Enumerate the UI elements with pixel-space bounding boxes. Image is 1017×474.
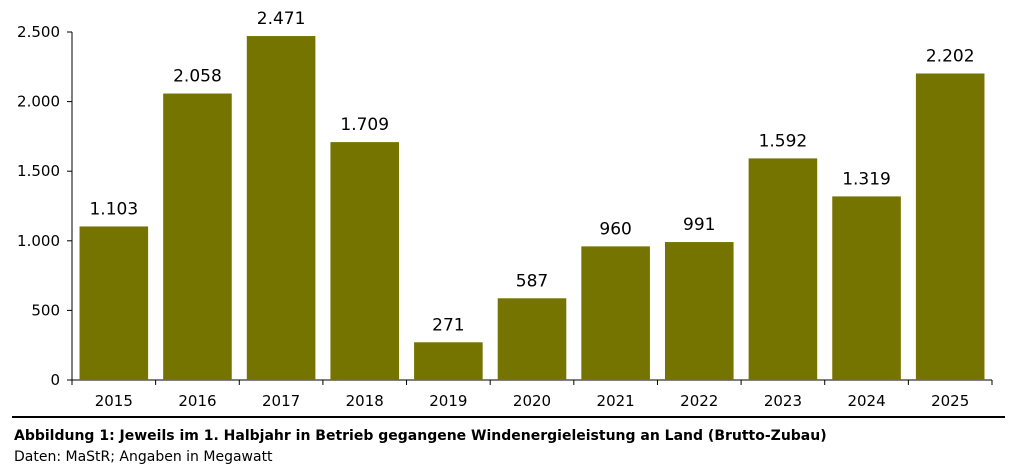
bar-2019 (414, 342, 483, 380)
data-label-2025: 2.202 (926, 46, 975, 66)
bars (79, 36, 985, 380)
data-label-2015: 1.103 (89, 199, 138, 219)
data-label-2019: 271 (432, 315, 464, 335)
x-axis: 2015 2016 2017 2018 2019 2020 2021 2022 2023 2024… (71, 379, 993, 410)
bar-2022 (664, 242, 734, 380)
bar-2020 (497, 298, 567, 380)
x-tick-label-2023: 2023 (764, 392, 802, 410)
data-labels: 1.103 2.058 2.471 1.709 271 587 960 991 1.592 1.3… (89, 9, 974, 335)
bar-2017 (246, 36, 316, 380)
y-tick-label: 1.000 (17, 232, 60, 250)
data-label-2020: 587 (516, 271, 548, 291)
bar-2018 (330, 142, 400, 380)
x-tick-label-2020: 2020 (513, 392, 551, 410)
bar-2016 (163, 93, 232, 380)
x-tick-label-2018: 2018 (346, 392, 384, 410)
figure-source: Daten: MaStR; Angaben in Megawatt (14, 449, 273, 465)
x-tick-label-2019: 2019 (429, 392, 467, 410)
x-tick-label-2015: 2015 (95, 392, 133, 410)
data-label-2016: 2.058 (173, 67, 222, 87)
data-label-2018: 1.709 (340, 115, 389, 135)
data-label-2024: 1.319 (842, 169, 891, 189)
y-tick-label: 500 (31, 301, 60, 319)
x-tick-label-2021: 2021 (597, 392, 635, 410)
figure-caption: Abbildung 1: Jeweils im 1. Halbjahr in B… (14, 428, 827, 444)
y-axis: 0 500 1.000 1.500 2.000 2.500 (17, 23, 73, 389)
bar-2021 (581, 246, 650, 380)
y-tick-label: 1.500 (17, 162, 60, 180)
y-tick-label: 0 (50, 371, 60, 389)
x-tick-label-2024: 2024 (847, 392, 885, 410)
x-tick-label-2022: 2022 (680, 392, 718, 410)
bar-2024 (832, 196, 901, 380)
data-label-2017: 2.471 (257, 9, 306, 29)
data-label-2022: 991 (683, 215, 715, 235)
bar-2025 (915, 73, 985, 380)
y-tick-label: 2.500 (17, 23, 60, 41)
data-label-2021: 960 (599, 219, 631, 239)
caption-divider (12, 416, 1005, 418)
y-tick-label: 2.000 (17, 93, 60, 111)
x-tick-label-2017: 2017 (262, 392, 300, 410)
bar-2015 (79, 226, 149, 380)
x-tick-label-2025: 2025 (931, 392, 969, 410)
x-tick-label-2016: 2016 (178, 392, 216, 410)
bar-2023 (748, 158, 818, 380)
data-label-2023: 1.592 (759, 131, 808, 151)
